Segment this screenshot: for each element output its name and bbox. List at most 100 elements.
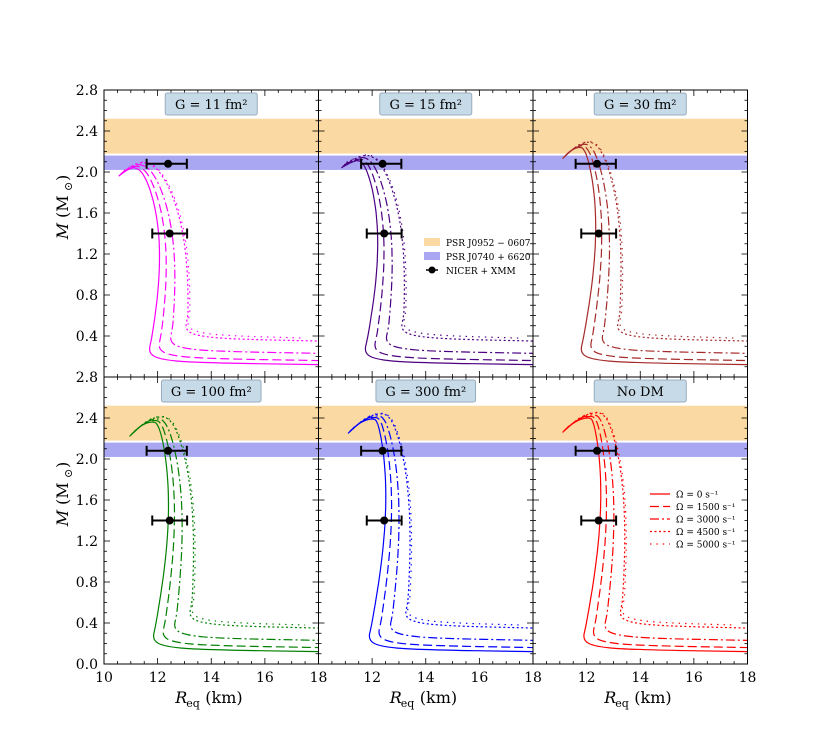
y-label-unit-bottom: (M (53, 482, 72, 505)
x-axis-label: Req (km) (603, 688, 671, 710)
y-tick-label: 2.4 (76, 411, 98, 427)
mr-curve-omega-3000 (343, 156, 533, 354)
nicer-point (164, 159, 173, 168)
x-tick-label: 16 (256, 670, 274, 686)
panel-backgrounds (104, 118, 748, 457)
legend-band-label: NICER + XMM (446, 267, 516, 277)
nicer-point (594, 516, 603, 525)
band-j0952 (533, 405, 748, 441)
nicer-point (378, 159, 387, 168)
panel-curves (562, 141, 748, 366)
x-tick-label: 10 (95, 670, 113, 686)
legend-rotation-label: Ω = 0 s⁻¹ (676, 491, 718, 501)
y-axis-label-bottom: M (M ⊙ ) (53, 462, 75, 527)
panel-title-box: G = 100 fm² (160, 379, 262, 403)
band-j0740 (104, 442, 319, 457)
frames-and-ticks (103, 89, 748, 665)
panel-title-bg (379, 92, 473, 116)
band-j0740 (318, 442, 533, 457)
panel-title-bg (593, 92, 687, 116)
y-tick-label: 2.0 (76, 452, 98, 468)
x-tick-label: 16 (685, 670, 703, 686)
mr-curve-omega-3000 (565, 414, 748, 641)
nicer-points-layer (145, 158, 618, 526)
x-tick-label: 18 (739, 670, 757, 686)
x-label-sub: eq (186, 697, 200, 710)
band-j0952 (533, 118, 748, 154)
panel-title: G = 30 fm² (604, 98, 677, 113)
y-tick-label: 1.6 (76, 493, 98, 509)
nicer-point (165, 516, 174, 525)
y-tick-label: 0.4 (76, 616, 98, 632)
legend-rotation-label: Ω = 4500 s⁻¹ (676, 528, 735, 538)
panel-titles: G = 11 fm² G = 15 fm² G = 30 fm² G = 100 fm… (160, 92, 687, 403)
y-label-sub-bottom: ⊙ (62, 469, 75, 478)
x-label-r: R (603, 688, 616, 707)
mr-curve-omega-4500 (134, 416, 319, 629)
y-tick-label: 0.8 (76, 288, 98, 304)
mr-curve-omega-0 (340, 160, 533, 366)
panel-title-box: G = 30 fm² (593, 92, 687, 116)
band-j0952 (104, 405, 319, 441)
panel-curves (562, 411, 748, 653)
y-label-m-top: M (53, 222, 72, 240)
x-tick-label: 18 (524, 670, 542, 686)
x-tick-label: 12 (578, 670, 596, 686)
panel-title-box: G = 11 fm² (164, 92, 258, 116)
y-tick-label: 1.6 (76, 206, 98, 222)
x-tick-label: 14 (631, 670, 649, 686)
x-label-unit: (km) (205, 688, 242, 707)
mr-curve-omega-3000 (565, 143, 748, 354)
nicer-point (593, 159, 602, 168)
legend-rotation: Ω = 0 s⁻¹ Ω = 1500 s⁻¹ Ω = 3000 s⁻¹ Ω = 450… (650, 491, 735, 551)
band-j0740 (533, 155, 748, 170)
mr-curve-omega-0 (562, 146, 748, 366)
mr-curve-omega-1500 (130, 419, 319, 649)
y-tick-label: 1.2 (76, 534, 98, 550)
x-tick-label: 16 (470, 670, 488, 686)
x-axis-labels: Req (km) Req (km) Req (km) (174, 688, 671, 710)
panel-title: No DM (617, 385, 664, 400)
legend-rotation-label: Ω = 5000 s⁻¹ (676, 541, 735, 551)
y-label-unit-top: (M (53, 195, 72, 218)
y-label-m-bottom: M (53, 509, 72, 527)
mr-curve-omega-3000 (350, 415, 533, 641)
x-tick-label: 14 (417, 670, 435, 686)
y-axis-label-top: M (M ⊙ ) (53, 175, 75, 240)
x-label-unit: (km) (420, 688, 457, 707)
panel-title-bg (375, 379, 477, 403)
legend-band-swatch (424, 238, 440, 246)
panel-title-bg (164, 92, 258, 116)
mr-curve-omega-1500 (348, 416, 533, 649)
panel-title: G = 300 fm² (385, 385, 466, 400)
mr-curve-omega-1500 (563, 415, 748, 649)
x-label-sub: eq (615, 697, 629, 710)
y-tick-label: 0.8 (76, 575, 98, 591)
x-tick-label: 14 (202, 670, 220, 686)
mr-curve-omega-5000 (567, 141, 735, 339)
panel-title: G = 15 fm² (389, 98, 462, 113)
tick-labels: 0.4 0.8 1.2 1.6 2.0 2.4 2.8 0.0 0.4 0.8 1.2 1.6 2.0 2… (76, 83, 757, 686)
x-label-r: R (389, 688, 402, 707)
panel-title-bg (160, 379, 262, 403)
mr-curve-omega-5000 (134, 415, 306, 626)
mr-curve-omega-5000 (353, 412, 520, 626)
mr-curve-omega-0 (118, 167, 319, 366)
y-label-close-bottom: ) (53, 462, 72, 468)
nicer-point (378, 446, 387, 455)
panel-title-box: No DM (593, 379, 687, 403)
y-tick-label: 0.0 (76, 657, 98, 673)
panel-title: G = 100 fm² (171, 385, 252, 400)
x-label-sub: eq (401, 697, 415, 710)
band-j0952 (104, 118, 319, 154)
band-j0952 (318, 405, 533, 441)
mr-curve-omega-5000 (123, 161, 306, 339)
nicer-point (594, 229, 603, 238)
mr-curve-omega-3000 (121, 164, 319, 354)
band-j0952 (318, 118, 533, 154)
nicer-point (380, 516, 389, 525)
legend-band-label: PSR J0740 + 6620 (446, 253, 531, 263)
panel-title: G = 11 fm² (175, 98, 248, 113)
nicer-point (165, 229, 174, 238)
